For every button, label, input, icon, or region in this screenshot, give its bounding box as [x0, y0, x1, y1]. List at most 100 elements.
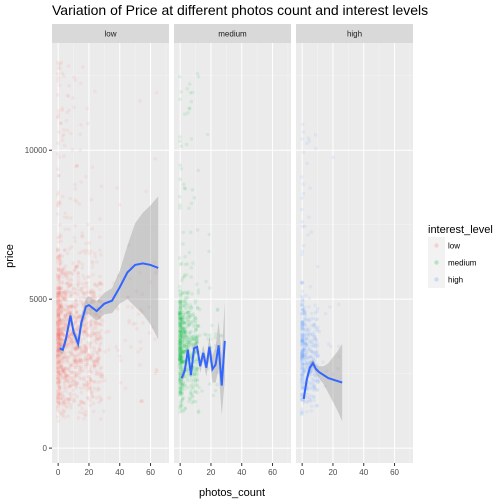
data-point: [186, 371, 191, 376]
data-point: [94, 395, 99, 400]
data-point: [81, 382, 86, 387]
data-point: [65, 270, 70, 275]
data-point: [56, 345, 61, 349]
data-point: [177, 320, 182, 325]
data-point: [90, 300, 95, 304]
data-point: [56, 293, 61, 297]
data-point: [76, 271, 80, 275]
data-point: [300, 340, 304, 345]
data-point: [64, 288, 68, 293]
data-point: [184, 344, 189, 349]
data-point: [180, 360, 184, 365]
data-point: [56, 240, 61, 244]
data-point: [62, 290, 66, 295]
data-point: [83, 354, 88, 359]
data-point: [56, 313, 60, 317]
data-point: [56, 375, 60, 380]
data-point: [56, 338, 60, 342]
data-point: [303, 341, 308, 345]
data-point: [75, 331, 80, 335]
data-point: [91, 273, 95, 277]
data-point: [125, 295, 130, 299]
data-point: [64, 367, 68, 371]
data-point: [61, 367, 66, 372]
data-point: [189, 337, 194, 342]
data-point: [182, 342, 186, 347]
data-point: [63, 346, 68, 350]
data-point: [67, 332, 72, 337]
data-point: [64, 404, 68, 408]
data-point: [299, 356, 304, 360]
data-point: [300, 370, 305, 375]
data-point: [302, 369, 306, 374]
data-point: [198, 307, 202, 312]
data-point: [182, 332, 187, 336]
data-point: [310, 339, 315, 344]
data-point: [300, 406, 304, 411]
data-point: [56, 338, 60, 342]
data-point: [57, 268, 61, 273]
data-point: [82, 322, 87, 326]
data-point: [177, 353, 182, 358]
data-point: [310, 372, 315, 376]
data-point: [308, 354, 312, 358]
data-point: [59, 300, 64, 305]
data-point: [59, 239, 64, 244]
data-point: [57, 327, 62, 332]
data-point: [311, 388, 316, 392]
data-point: [62, 315, 66, 320]
data-point: [177, 194, 182, 199]
data-point: [84, 241, 88, 246]
data-point: [58, 306, 63, 310]
data-point: [55, 310, 60, 314]
data-point: [307, 305, 311, 309]
data-point: [55, 320, 60, 325]
data-point: [85, 331, 90, 336]
data-point: [181, 354, 185, 359]
data-point: [72, 371, 77, 375]
data-point: [56, 380, 60, 385]
data-point: [115, 305, 119, 310]
data-point: [96, 380, 101, 385]
data-point: [93, 282, 97, 287]
data-point: [299, 320, 304, 324]
data-point: [299, 339, 304, 344]
data-point: [67, 310, 71, 315]
data-point: [194, 316, 198, 321]
data-point: [56, 362, 61, 366]
data-point: [91, 299, 96, 303]
data-point: [88, 289, 93, 294]
data-point: [57, 410, 62, 414]
data-point: [177, 256, 182, 260]
data-point: [96, 386, 101, 390]
data-point: [56, 396, 61, 401]
data-point: [56, 292, 60, 297]
data-point: [86, 370, 91, 374]
data-point: [76, 363, 81, 368]
data-point: [178, 323, 182, 328]
data-point: [302, 368, 306, 373]
data-point: [300, 331, 304, 335]
x-tick-label: 0: [178, 468, 183, 477]
data-point: [56, 368, 61, 372]
data-point: [58, 201, 63, 206]
data-point: [153, 156, 157, 161]
data-point: [79, 350, 84, 354]
data-point: [300, 380, 305, 385]
data-point: [178, 353, 183, 358]
data-point: [89, 392, 94, 397]
data-point: [299, 280, 304, 284]
data-point: [88, 311, 92, 315]
data-point: [301, 370, 305, 375]
data-point: [55, 303, 60, 307]
data-point: [303, 368, 308, 373]
data-point: [314, 325, 318, 329]
data-point: [304, 337, 309, 341]
data-point: [94, 260, 99, 264]
data-point: [76, 373, 81, 377]
data-point: [60, 341, 64, 346]
data-point: [114, 345, 118, 349]
data-point: [182, 350, 187, 354]
data-point: [61, 360, 66, 365]
data-point: [74, 347, 79, 351]
